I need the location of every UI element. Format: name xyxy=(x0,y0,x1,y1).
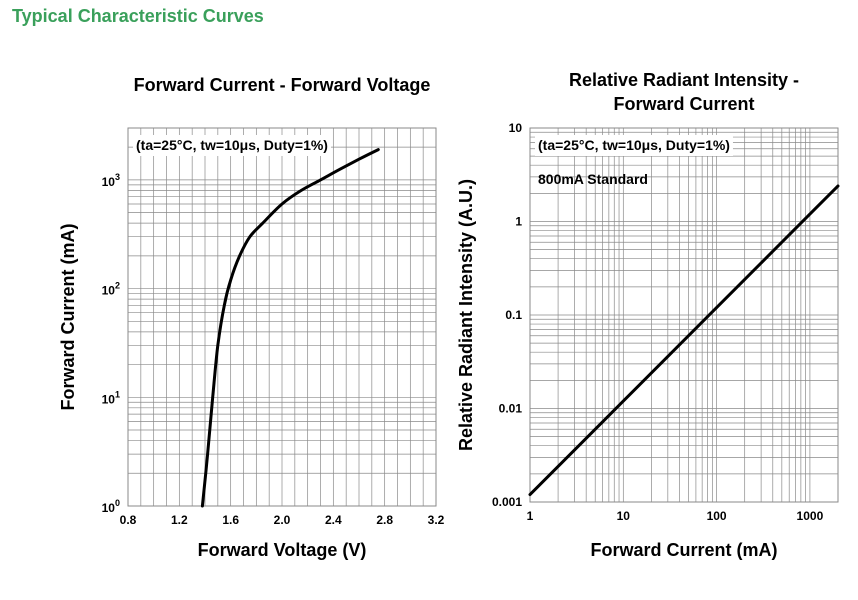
x-tick-label: 1.2 xyxy=(171,513,188,527)
x-tick-label: 3.2 xyxy=(428,513,445,527)
chart-annotation: (ta=25°C, tw=10μs, Duty=1%) xyxy=(136,137,328,153)
chart-2: Relative Radiant Intensity - Forward Curr… xyxy=(456,70,840,560)
x-tick-label: 10 xyxy=(617,509,631,523)
x-tick-label: 1 xyxy=(527,509,534,523)
y-tick-label: 0.1 xyxy=(505,308,522,322)
y-tick-label: 102 xyxy=(102,281,120,298)
series-line xyxy=(528,184,840,497)
x-tick-label: 1000 xyxy=(797,509,824,523)
y-axis-label: Relative Radiant Intensity (A.U.) xyxy=(456,179,476,451)
chart-title: Forward Current xyxy=(613,94,754,114)
x-tick-label: 2.8 xyxy=(376,513,393,527)
chart-title: Forward Current - Forward Voltage xyxy=(134,75,431,95)
y-tick-label: 103 xyxy=(102,172,120,189)
section-title: Typical Characteristic Curves xyxy=(12,6,264,26)
x-tick-label: 100 xyxy=(707,509,727,523)
x-tick-label: 1.6 xyxy=(222,513,239,527)
y-tick-label: 0.01 xyxy=(499,402,523,416)
x-axis-label: Forward Voltage (V) xyxy=(198,540,367,560)
series-line xyxy=(200,148,380,508)
x-tick-label: 2.4 xyxy=(325,513,342,527)
y-tick-label: 0.001 xyxy=(492,495,522,509)
x-tick-label: 2.0 xyxy=(274,513,291,527)
annotation-bg xyxy=(535,135,733,156)
x-tick-label: 0.8 xyxy=(120,513,137,527)
chart-title: Relative Radiant Intensity - xyxy=(569,70,799,90)
y-tick-label: 101 xyxy=(102,389,120,406)
chart-annotation: 800mA Standard xyxy=(538,171,648,187)
plot-frame xyxy=(127,127,437,507)
plot-frame xyxy=(529,127,839,503)
grid-lines xyxy=(127,127,437,507)
y-tick-label: 1 xyxy=(515,215,522,229)
annotation-bg xyxy=(133,135,331,156)
chart-annotation: (ta=25°C, tw=10μs, Duty=1%) xyxy=(538,137,730,153)
y-axis-label: Forward Current (mA) xyxy=(58,223,78,410)
y-tick-label: 10 xyxy=(509,121,523,135)
x-axis-label: Forward Current (mA) xyxy=(590,540,777,560)
y-tick-label: 100 xyxy=(102,498,120,515)
chart-1: Forward Current - Forward Voltage Forward… xyxy=(58,75,445,560)
